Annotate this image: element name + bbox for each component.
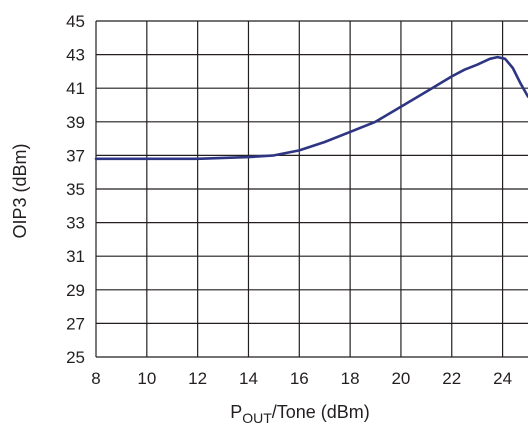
y-tick-label: 45 [66,12,85,31]
y-tick-label: 27 [66,314,85,333]
series-group [94,55,528,161]
x-tick-label: 16 [290,369,309,388]
y-tick-label: 31 [66,247,85,266]
x-tick-label: 22 [442,369,461,388]
x-axis-title: POUT/Tone (dBm) [230,402,370,426]
y-tick-label: 25 [66,348,85,367]
y-tick-label: 29 [66,281,85,300]
x-tick-label: 8 [91,369,100,388]
y-tick-label: 37 [66,146,85,165]
x-tick-label: 14 [239,369,258,388]
x-tick-label: 20 [391,369,410,388]
y-tick-label: 43 [66,46,85,65]
x-tick-label: 24 [493,369,512,388]
y-tick-label: 35 [66,180,85,199]
x-tick-label: 12 [188,369,207,388]
x-axis-title-main: P [230,402,242,422]
grid-lines [95,20,528,358]
x-tick-labels: 8 10 12 14 16 18 20 22 24 [91,369,512,388]
x-axis-title-sub: OUT [242,410,272,426]
y-tick-label: 41 [66,79,85,98]
y-tick-label: 33 [66,214,85,233]
x-tick-label: 10 [137,369,156,388]
y-tick-label: 39 [66,113,85,132]
series-line-0 [94,55,528,161]
x-axis-title-rest: /Tone (dBm) [272,402,370,422]
x-tick-label: 18 [341,369,360,388]
y-axis-title: OIP3 (dBm) [10,143,30,238]
y-tick-labels: 25 27 29 31 33 35 37 39 41 43 45 [66,12,85,367]
